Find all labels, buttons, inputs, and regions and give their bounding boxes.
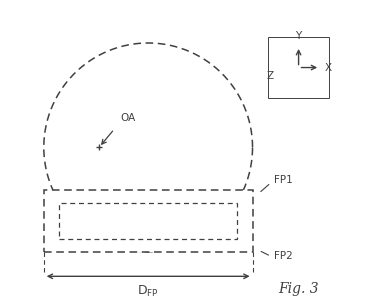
Bar	[268, 37, 329, 98]
Text: OA: OA	[121, 113, 136, 123]
Text: FP2: FP2	[274, 251, 293, 261]
Text: X: X	[325, 63, 332, 72]
Text: Fig. 3: Fig. 3	[278, 282, 319, 296]
Text: Z: Z	[267, 71, 274, 81]
Bar	[59, 203, 237, 239]
Text: $\mathrm{D_{FP}}$: $\mathrm{D_{FP}}$	[137, 284, 159, 299]
Text: FP1: FP1	[274, 175, 293, 185]
Bar	[44, 190, 253, 252]
Text: Y: Y	[296, 31, 302, 41]
